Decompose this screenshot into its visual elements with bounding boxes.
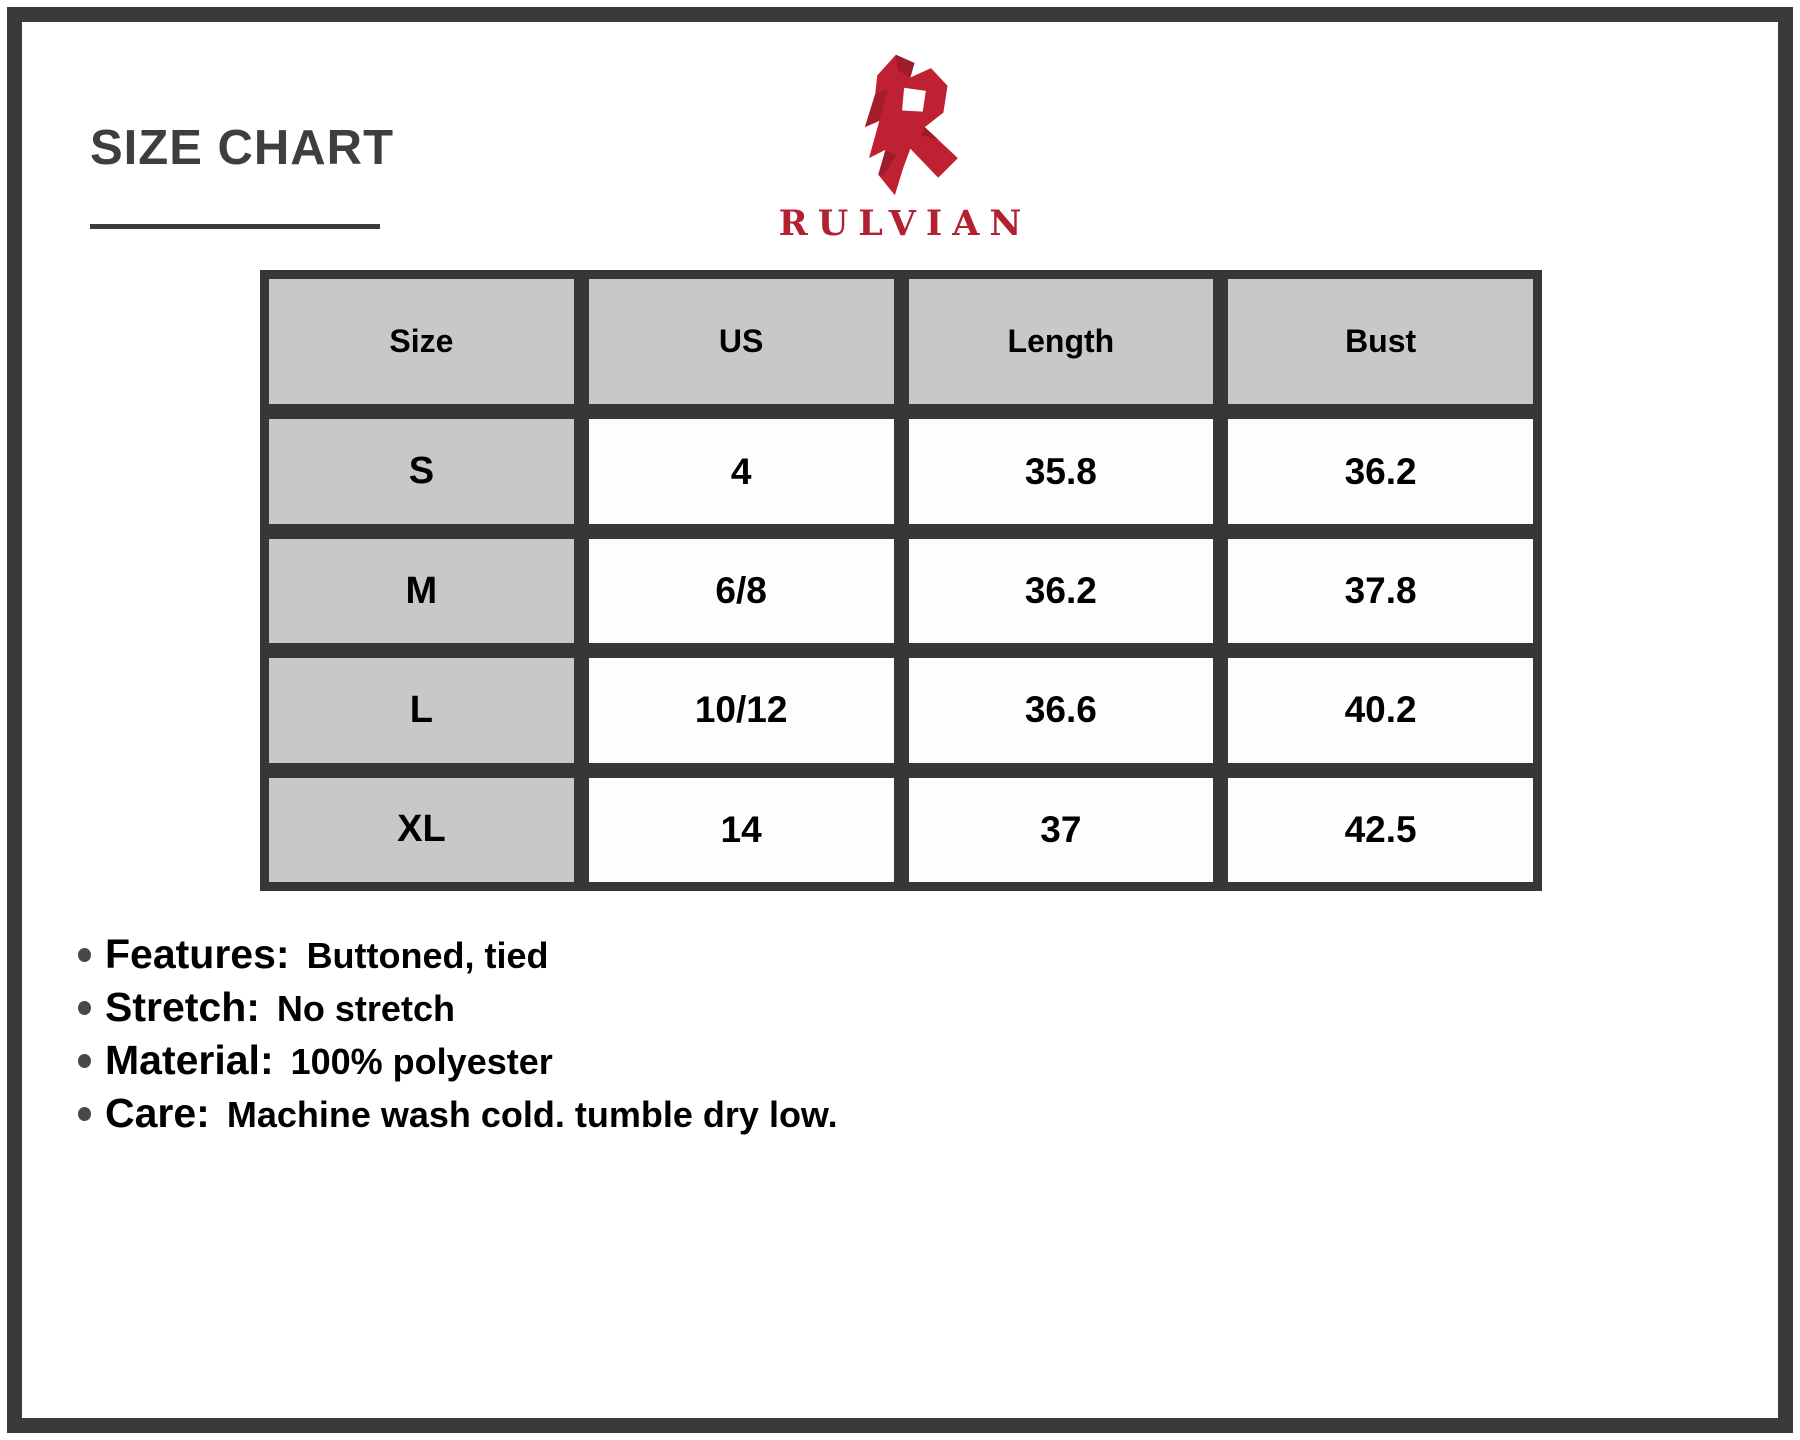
product-details-list: Features: Buttoned, tied Stretch: No str…	[78, 931, 838, 1144]
row-header-l: L	[269, 658, 574, 763]
col-header-us: US	[588, 279, 894, 405]
cell-s-us: 4	[588, 419, 894, 524]
cell-m-us: 6/8	[588, 538, 894, 644]
detail-label: Stretch:	[105, 984, 260, 1031]
brand-block: RULVIAN	[0, 52, 1800, 244]
brand-logo-r-icon	[864, 54, 958, 196]
detail-item-features: Features: Buttoned, tied	[78, 931, 838, 977]
detail-item-stretch: Stretch: No stretch	[78, 984, 838, 1031]
detail-value: Buttoned, tied	[306, 935, 549, 976]
cell-xl-bust: 42.5	[1228, 777, 1533, 882]
cell-xl-us: 14	[588, 777, 894, 882]
cell-s-length: 35.8	[908, 419, 1214, 524]
title-underline	[90, 224, 380, 230]
bullet-icon	[78, 1053, 91, 1068]
row-header-s: S	[269, 419, 574, 524]
cell-l-length: 36.6	[908, 658, 1214, 763]
size-table: Size US Length Bust S 4 35.8 36.2 M 6/8 …	[260, 270, 1542, 891]
detail-value: 100% polyester	[290, 1041, 553, 1083]
detail-item-care: Care: Machine wash cold. tumble dry low.	[78, 1091, 838, 1136]
title-block: SIZE CHART	[90, 120, 394, 230]
cell-l-us: 10/12	[588, 658, 894, 763]
detail-label: Material:	[105, 1037, 274, 1084]
cell-m-bust: 37.8	[1228, 538, 1533, 644]
cell-m-length: 36.2	[908, 538, 1214, 644]
cell-s-bust: 36.2	[1228, 419, 1533, 524]
cell-xl-length: 37	[908, 777, 1214, 882]
col-header-size: Size	[269, 279, 574, 405]
brand-wordmark: RULVIAN	[778, 203, 1032, 244]
detail-label: Features:	[105, 931, 290, 977]
detail-value: No stretch	[276, 988, 455, 1030]
detail-label: Care:	[105, 1090, 210, 1137]
row-header-xl: XL	[269, 777, 574, 882]
row-header-m: M	[269, 538, 574, 644]
detail-item-material: Material: 100% polyester	[78, 1038, 838, 1083]
col-header-length: Length	[908, 279, 1214, 405]
page-title: SIZE CHART	[90, 121, 394, 175]
col-header-bust: Bust	[1228, 279, 1533, 405]
cell-l-bust: 40.2	[1228, 658, 1533, 763]
detail-value: Machine wash cold. tumble dry low.	[226, 1094, 838, 1136]
bullet-icon	[78, 947, 91, 962]
bullet-icon	[78, 1000, 91, 1015]
bullet-icon	[78, 1106, 91, 1121]
